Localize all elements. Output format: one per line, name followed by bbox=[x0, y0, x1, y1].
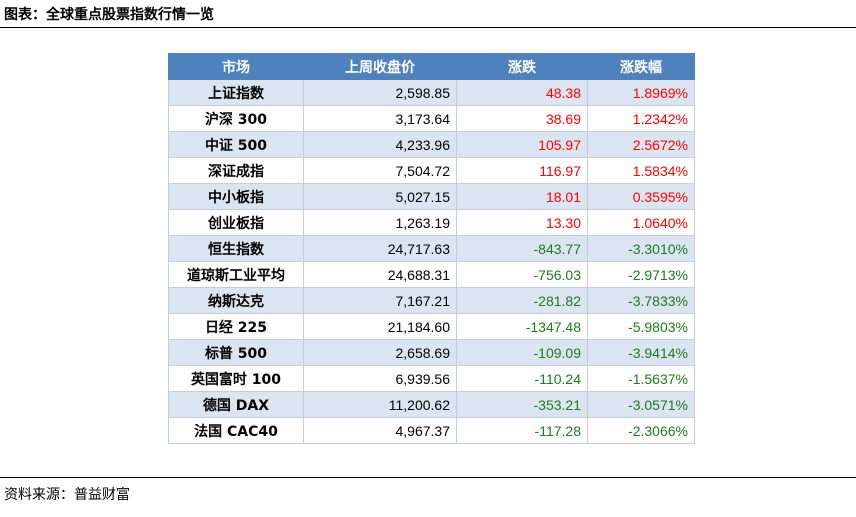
table-row: 中小板指 5,027.15 18.01 0.3595% bbox=[168, 183, 695, 210]
table-row: 标普 500 2,658.69 -109.09 -3.9414% bbox=[168, 339, 695, 366]
market-name: 中证 500 bbox=[168, 131, 304, 158]
table-row: 沪深 300 3,173.64 38.69 1.2342% bbox=[168, 105, 695, 132]
header-market: 市场 bbox=[168, 53, 304, 80]
table-row: 创业板指 1,263.19 13.30 1.0640% bbox=[168, 209, 695, 236]
close-price: 1,263.19 bbox=[303, 209, 457, 236]
close-price: 4,967.37 bbox=[303, 417, 457, 444]
price-change: 18.01 bbox=[456, 183, 588, 210]
market-name: 德国 DAX bbox=[168, 391, 304, 418]
market-name: 恒生指数 bbox=[168, 235, 304, 262]
change-percent: 1.0640% bbox=[587, 209, 695, 236]
market-name: 日经 225 bbox=[168, 313, 304, 340]
market-name: 中小板指 bbox=[168, 183, 304, 210]
close-price: 4,233.96 bbox=[303, 131, 457, 158]
close-price: 11,200.62 bbox=[303, 391, 457, 418]
close-price: 24,717.63 bbox=[303, 235, 457, 262]
close-price: 5,027.15 bbox=[303, 183, 457, 210]
price-change: -110.24 bbox=[456, 365, 588, 392]
price-change: 105.97 bbox=[456, 131, 588, 158]
price-change: 116.97 bbox=[456, 157, 588, 184]
table-row: 日经 225 21,184.60 -1347.48 -5.9803% bbox=[168, 313, 695, 340]
table-row: 中证 500 4,233.96 105.97 2.5672% bbox=[168, 131, 695, 158]
price-change: -1347.48 bbox=[456, 313, 588, 340]
table-row: 纳斯达克 7,167.21 -281.82 -3.7833% bbox=[168, 287, 695, 314]
market-name: 纳斯达克 bbox=[168, 287, 304, 314]
close-price: 21,184.60 bbox=[303, 313, 457, 340]
price-change: -117.28 bbox=[456, 417, 588, 444]
market-name: 沪深 300 bbox=[168, 105, 304, 132]
source-note: 资料来源：普益财富 bbox=[4, 487, 130, 503]
change-percent: 1.5834% bbox=[587, 157, 695, 184]
change-percent: 0.3595% bbox=[587, 183, 695, 210]
price-change: -756.03 bbox=[456, 261, 588, 288]
table-row: 英国富时 100 6,939.56 -110.24 -1.5637% bbox=[168, 365, 695, 392]
change-percent: 2.5672% bbox=[587, 131, 695, 158]
price-change: 13.30 bbox=[456, 209, 588, 236]
market-name: 法国 CAC40 bbox=[168, 417, 304, 444]
price-change: -843.77 bbox=[456, 235, 588, 262]
market-name: 标普 500 bbox=[168, 339, 304, 366]
price-change: -353.21 bbox=[456, 391, 588, 418]
change-percent: -2.9713% bbox=[587, 261, 695, 288]
header-close: 上周收盘价 bbox=[303, 53, 457, 80]
price-change: -281.82 bbox=[456, 287, 588, 314]
header-change: 涨跌 bbox=[456, 53, 588, 80]
market-name: 上证指数 bbox=[168, 79, 304, 106]
market-name: 英国富时 100 bbox=[168, 365, 304, 392]
price-change: 48.38 bbox=[456, 79, 588, 106]
change-percent: 1.2342% bbox=[587, 105, 695, 132]
market-name: 道琼斯工业平均 bbox=[168, 261, 304, 288]
close-price: 7,167.21 bbox=[303, 287, 457, 314]
table-row: 德国 DAX 11,200.62 -353.21 -3.0571% bbox=[168, 391, 695, 418]
change-percent: -3.3010% bbox=[587, 235, 695, 262]
table-header-row: 市场 上周收盘价 涨跌 涨跌幅 bbox=[168, 53, 695, 80]
change-percent: 1.8969% bbox=[587, 79, 695, 106]
header-change-pct: 涨跌幅 bbox=[587, 53, 695, 80]
close-price: 7,504.72 bbox=[303, 157, 457, 184]
market-name: 创业板指 bbox=[168, 209, 304, 236]
bottom-divider bbox=[0, 477, 856, 478]
change-percent: -5.9803% bbox=[587, 313, 695, 340]
table-row: 上证指数 2,598.85 48.38 1.8969% bbox=[168, 79, 695, 106]
index-table: 市场 上周收盘价 涨跌 涨跌幅 上证指数 2,598.85 48.38 1.8969%… bbox=[168, 53, 695, 444]
change-percent: -3.9414% bbox=[587, 339, 695, 366]
table-row: 法国 CAC40 4,967.37 -117.28 -2.3066% bbox=[168, 417, 695, 444]
price-change: -109.09 bbox=[456, 339, 588, 366]
top-divider bbox=[0, 27, 856, 28]
page-title: 图表：全球重点股票指数行情一览 bbox=[4, 7, 214, 23]
table-row: 道琼斯工业平均 24,688.31 -756.03 -2.9713% bbox=[168, 261, 695, 288]
close-price: 2,658.69 bbox=[303, 339, 457, 366]
table-row: 恒生指数 24,717.63 -843.77 -3.3010% bbox=[168, 235, 695, 262]
close-price: 2,598.85 bbox=[303, 79, 457, 106]
close-price: 24,688.31 bbox=[303, 261, 457, 288]
table-row: 深证成指 7,504.72 116.97 1.5834% bbox=[168, 157, 695, 184]
price-change: 38.69 bbox=[456, 105, 588, 132]
market-name: 深证成指 bbox=[168, 157, 304, 184]
change-percent: -1.5637% bbox=[587, 365, 695, 392]
close-price: 3,173.64 bbox=[303, 105, 457, 132]
change-percent: -2.3066% bbox=[587, 417, 695, 444]
close-price: 6,939.56 bbox=[303, 365, 457, 392]
change-percent: -3.0571% bbox=[587, 391, 695, 418]
change-percent: -3.7833% bbox=[587, 287, 695, 314]
